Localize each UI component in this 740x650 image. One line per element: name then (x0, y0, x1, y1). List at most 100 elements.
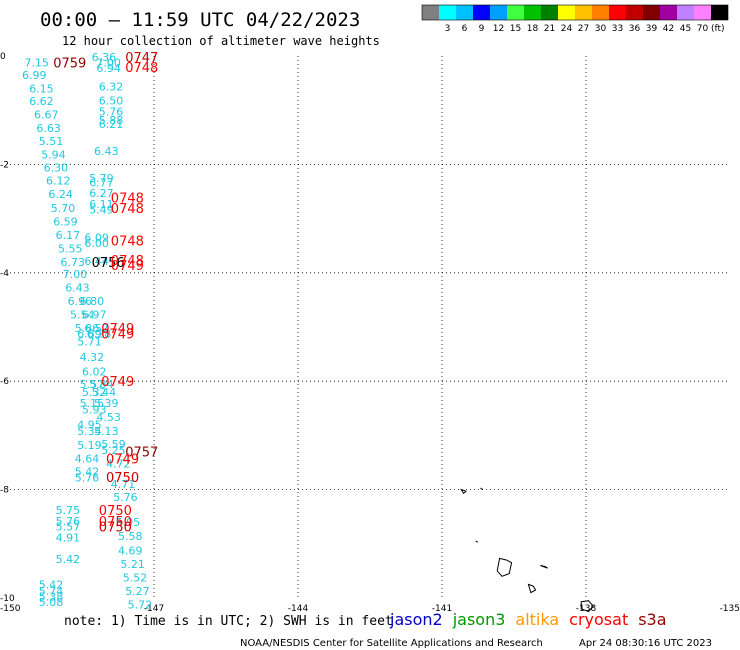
wave-height-value: 4.32 (80, 351, 105, 364)
island-outline (460, 488, 467, 495)
y-tick-label: -6 (0, 377, 9, 387)
color-swatch (473, 5, 490, 20)
color-swatch (711, 5, 728, 20)
wave-height-value: 5.27 (125, 585, 150, 598)
pass-time-label: 0747 (125, 51, 158, 66)
color-swatch (626, 5, 643, 20)
wave-height-value: 5.76 (56, 515, 81, 528)
wave-height-value: 5.25 (101, 444, 126, 457)
color-swatch-label: 33 (612, 24, 623, 34)
y-tick-label: -10 (0, 594, 15, 604)
wave-height-value: 5.88 (99, 114, 124, 127)
footer-timestamp: Apr 24 08:30:16 UTC 2023 (579, 638, 712, 649)
wave-height-value: 5.42 (75, 466, 100, 479)
color-swatch-label: 12 (493, 24, 504, 34)
wave-height-value: 6.32 (99, 80, 124, 93)
mission-label: s3a (638, 610, 666, 629)
chart-title: 00:00 – 11:59 UTC 04/22/2023 (40, 9, 360, 31)
color-swatch (490, 5, 507, 20)
pass-time-label: 0750 (99, 504, 132, 519)
wave-height-value: 6.50 (99, 94, 124, 107)
wave-height-value: 5.32 (82, 386, 107, 399)
pass-time-label: 0748 (111, 254, 144, 269)
island-outlines (460, 487, 594, 613)
color-swatch-label: 21 (544, 24, 555, 34)
x-tick-label: -144 (288, 604, 309, 614)
wave-height-value: 6.59 (53, 215, 77, 228)
island-outline (496, 557, 513, 577)
x-tick-label: -150 (0, 604, 21, 614)
color-swatch-label: 39 (646, 24, 658, 34)
x-tick-label: -147 (144, 604, 164, 614)
wave-height-value: 6.00 (84, 237, 109, 250)
color-swatch-label: 18 (527, 24, 539, 34)
color-swatch-label: 36 (629, 24, 641, 34)
wave-height-value: 6.12 (46, 175, 71, 188)
wave-height-value: 5.19 (77, 439, 102, 452)
wave-height-value: 6.67 (34, 109, 59, 122)
wave-height-value: 7.00 (96, 57, 121, 70)
wave-height-value: 5.72 (128, 599, 153, 612)
color-swatch (677, 5, 694, 20)
wave-height-value: 6.99 (22, 69, 47, 82)
wave-height-value: 6.63 (36, 122, 61, 135)
wave-height-value: 5.21 (120, 558, 144, 571)
chart-subtitle: 12 hour collection of altimeter wave hei… (62, 34, 380, 48)
pass-time-label: 0749 (101, 375, 134, 390)
colorbar-frame (421, 4, 729, 21)
color-swatch (660, 5, 677, 20)
wave-height-value: 5.57 (56, 520, 81, 533)
wave-height-value: 5.38 (39, 590, 64, 603)
pass-time-labels: 0759 074707480748074807480756074807490749… (53, 51, 158, 535)
wave-height-value: 6.21 (99, 118, 124, 131)
pass-time-label: 0750 (99, 520, 132, 535)
wave-height-value: 4.72 (106, 458, 131, 471)
wave-height-value: 5.57 (80, 378, 105, 391)
wave-height-value: 4.91 (56, 531, 81, 544)
wave-height-value: 5.86 (75, 322, 100, 335)
wave-height-value: 5.34 (77, 425, 102, 438)
pass-time-label: 0749 (111, 259, 144, 274)
color-swatch-label: 45 (680, 24, 691, 34)
color-legend: 3 6 9 12 15 18 21 24 27 30 33 36 39 42 45 70 (421, 4, 729, 34)
wave-height-value: 5.71 (77, 336, 102, 349)
x-tick-label: -135 (720, 604, 740, 614)
wave-height-value: 5.15 (80, 397, 105, 410)
wave-height-value: 5.51 (39, 135, 64, 148)
color-swatch (439, 5, 456, 20)
wave-height-value: 6.09 (84, 232, 109, 245)
island-outline (580, 600, 594, 613)
pass-time-label: 0748 (111, 202, 144, 217)
y-tick-label: -8 (0, 486, 9, 496)
color-swatch-label: 3 (445, 24, 451, 34)
wave-height-value: 5.52 (123, 571, 148, 584)
wave-height-value: 6.24 (48, 188, 73, 201)
wave-height-value: 5.49 (89, 203, 114, 216)
y-axis-ticks: 0 -2 -4 -6 -8 -10 (0, 52, 15, 604)
wave-height-value: 4.53 (96, 411, 121, 424)
wave-height-value: 6.89 (77, 328, 102, 341)
wave-height-value: 5.42 (56, 553, 81, 566)
wave-height-value: 5.42 (39, 578, 64, 591)
colorbar-unit: (ft) (711, 24, 725, 34)
wave-height-value: 5.55 (58, 242, 83, 255)
wave-height-value: 4.95 (77, 419, 102, 432)
color-swatch-label: 27 (578, 24, 589, 34)
color-swatch-label: 70 (697, 24, 709, 34)
island-outline (527, 583, 537, 594)
wave-height-value: 5.93 (82, 403, 107, 416)
wave-height-value: 6.15 (29, 83, 54, 96)
wave-height-value: 6.62 (29, 95, 54, 108)
color-swatch (507, 5, 524, 20)
wave-height-value: 5.13 (94, 425, 119, 438)
gridlines (10, 56, 730, 598)
wave-height-value: 6.30 (44, 162, 69, 175)
wave-height-value: 5.39 (94, 397, 119, 410)
wave-height-value: 6.57 (84, 322, 109, 335)
wave-height-value: 5.44 (92, 386, 117, 399)
color-swatch (558, 5, 575, 20)
wave-height-value: 7.00 (63, 268, 88, 281)
wave-height-value: 6.17 (56, 229, 81, 242)
pass-time-label: 0749 (101, 322, 134, 337)
footer-credit: NOAA/NESDIS Center for Satellite Applica… (240, 638, 543, 649)
